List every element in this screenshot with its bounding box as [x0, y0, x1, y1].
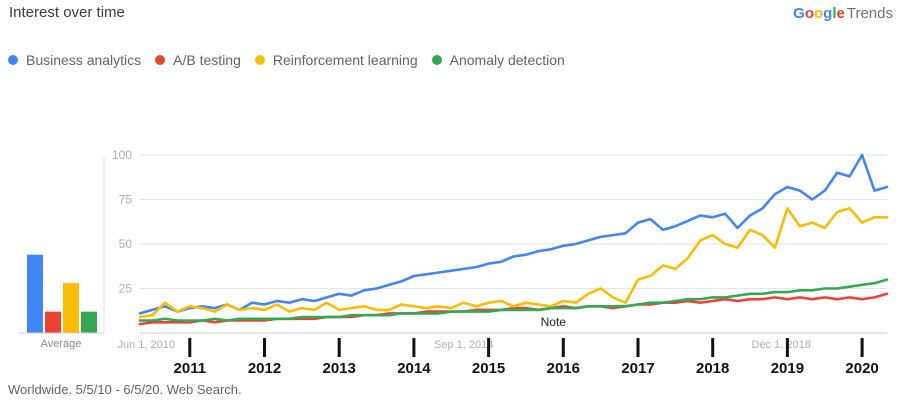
average-label: Average: [41, 338, 82, 350]
legend-item-ab-testing[interactable]: A/B testing: [155, 52, 241, 68]
x-tick-label: Dec 1, 2018: [752, 339, 811, 351]
year-label: 2015: [472, 360, 505, 377]
legend-label: A/B testing: [173, 52, 241, 68]
average-bar: [27, 254, 43, 333]
year-label: 2017: [621, 360, 654, 377]
average-bar: [81, 311, 97, 333]
logo-letter: o: [814, 5, 824, 22]
average-bar: [63, 283, 79, 333]
y-tick-label: 25: [119, 282, 133, 296]
year-label: 2014: [397, 360, 431, 377]
legend: Business analytics A/B testing Reinforce…: [8, 52, 579, 68]
year-label: 2013: [323, 360, 356, 377]
y-tick-label: 50: [119, 237, 133, 251]
series-line-reinforcement-learning: [138, 207, 889, 319]
series-line-anomaly-detection: [138, 278, 889, 322]
y-tick-label: 75: [119, 193, 133, 207]
year-label: 2020: [845, 360, 878, 377]
year-label: 2012: [248, 360, 281, 377]
logo-letter: o: [804, 5, 814, 22]
series-line-a-b-testing: [138, 292, 889, 326]
series-line-business-analytics: [138, 153, 889, 315]
legend-dot-icon: [431, 55, 442, 65]
logo-letter: g: [823, 5, 833, 22]
legend-item-business-analytics[interactable]: Business analytics: [8, 52, 141, 68]
legend-label: Reinforcement learning: [272, 52, 418, 68]
legend-dot-icon: [254, 55, 265, 65]
year-label: 2016: [547, 360, 580, 377]
google-trends-logo: Google Trends: [793, 5, 893, 22]
x-tick-label: Sep 1, 2014: [434, 339, 493, 351]
logo-letter: e: [836, 5, 845, 22]
year-label: 2019: [771, 360, 804, 377]
year-label: 2018: [696, 360, 729, 377]
legend-item-reinforcement-learning[interactable]: Reinforcement learning: [254, 52, 418, 68]
legend-dot-icon: [155, 55, 166, 65]
x-tick-label: Jun 1, 2010: [117, 339, 175, 351]
y-tick-label: 100: [112, 148, 132, 162]
logo-trends: Trends: [846, 5, 893, 22]
logo-letter: l: [832, 5, 837, 22]
chart-title: Interest over time: [9, 4, 125, 21]
legend-label: Business analytics: [26, 52, 142, 68]
logo-letter: G: [793, 5, 805, 22]
legend-item-anomaly-detection[interactable]: Anomaly detection: [431, 52, 565, 68]
legend-dot-icon: [8, 55, 18, 65]
year-label: 2011: [174, 360, 207, 377]
average-bar: [45, 311, 61, 333]
note-annotation: Note: [541, 315, 567, 329]
footer-note: Worldwide. 5/5/10 - 6/5/20. Web Search.: [8, 382, 242, 397]
legend-label: Anomaly detection: [449, 52, 565, 68]
